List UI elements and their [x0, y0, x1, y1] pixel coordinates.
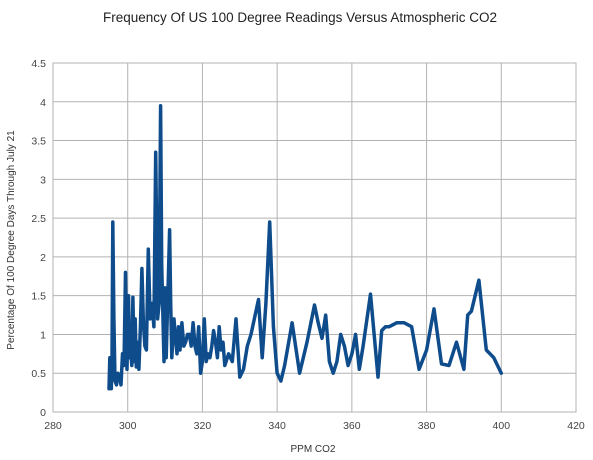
x-tick-label: 400: [493, 420, 511, 432]
x-tick-label: 380: [418, 420, 436, 432]
y-tick-label: 4: [40, 97, 46, 109]
x-tick-label: 360: [343, 420, 361, 432]
series-line: [107, 103, 504, 391]
plot-frame: [52, 62, 577, 413]
x-tick-label: 280: [44, 420, 62, 432]
y-tick-label: 1: [40, 329, 46, 341]
y-tick-label: 4.5: [31, 58, 46, 70]
y-tick-label: 2.5: [31, 213, 46, 225]
x-axis-ticks: 280 300 320 340 360 380 400 420: [44, 420, 585, 432]
y-axis-ticks: 0 0.5 1 1.5 2 2.5 3 3.5 4 4.5: [31, 58, 46, 419]
y-tick-label: 0: [40, 407, 46, 419]
x-tick-label: 340: [268, 420, 286, 432]
x-axis-label: PPM CO2: [290, 444, 335, 455]
y-axis-label: Percentage Of 100 Degree Days Through Ju…: [6, 130, 17, 350]
y-tick-label: 1.5: [31, 291, 46, 303]
y-tick-label: 3: [40, 174, 46, 186]
x-tick-label: 320: [194, 420, 212, 432]
x-tick-label: 420: [567, 420, 585, 432]
y-tick-label: 0.5: [31, 368, 46, 380]
chart-title: Frequency Of US 100 Degree Readings Vers…: [103, 10, 497, 25]
x-tick-label: 300: [119, 420, 137, 432]
y-tick-label: 2: [40, 252, 46, 264]
plot-area: [107, 103, 504, 391]
y-tick-label: 3.5: [31, 136, 46, 148]
